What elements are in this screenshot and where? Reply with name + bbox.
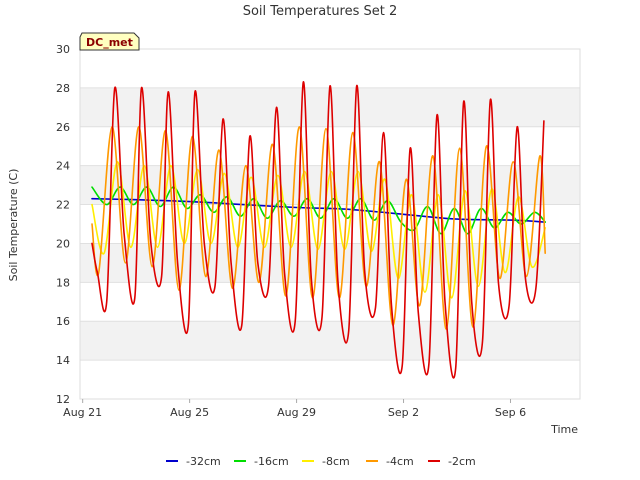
plot-band xyxy=(80,282,580,322)
x-axis-label: Time xyxy=(550,423,578,436)
chart-title: Soil Temperatures Set 2 xyxy=(243,4,398,19)
x-tick-label: Aug 29 xyxy=(277,406,316,419)
y-tick-label: 28 xyxy=(56,82,70,95)
legend-label: -32cm xyxy=(186,455,221,468)
x-tick-label: Aug 25 xyxy=(170,406,209,419)
x-tick-label: Sep 6 xyxy=(495,406,526,419)
plot-frame xyxy=(79,48,581,400)
series-line-minus-2cm xyxy=(91,81,545,379)
plot-band xyxy=(80,360,580,399)
series-line-minus-32cm xyxy=(91,197,546,223)
station-badge-box xyxy=(79,32,140,51)
y-tick-label: 16 xyxy=(56,315,70,328)
y-axis-label: Soil Temperature (C) xyxy=(7,169,20,282)
plot-band xyxy=(80,87,580,127)
x-tick-label: Aug 21 xyxy=(63,406,102,419)
y-tick-label: 24 xyxy=(56,160,70,173)
station-label: DC_met xyxy=(86,36,133,49)
y-tick-label: 14 xyxy=(56,354,70,367)
legend-label: -4cm xyxy=(386,455,414,468)
legend-label: -2cm xyxy=(448,455,476,468)
legend-label: -8cm xyxy=(322,455,350,468)
plot-band xyxy=(80,321,580,361)
y-tick-label: 18 xyxy=(56,276,70,289)
series-lines xyxy=(91,81,546,379)
y-tick-label: 30 xyxy=(56,43,70,56)
y-axis-ticks: 12 14 16 18 20 22 24 26 28 30 xyxy=(56,43,70,406)
y-tick-label: 20 xyxy=(56,237,70,250)
legend: -32cm -16cm -8cm -4cm -2cm xyxy=(166,455,476,468)
legend-label: -16cm xyxy=(254,455,289,468)
plot-background xyxy=(80,49,580,399)
x-tick-label: Sep 2 xyxy=(388,406,419,419)
plot-band xyxy=(80,49,580,88)
y-tick-label: 12 xyxy=(56,393,70,406)
y-tick-label: 26 xyxy=(56,121,70,134)
x-axis-ticks: Aug 21 Aug 25 Aug 29 Sep 2 Sep 6 xyxy=(63,399,526,419)
station-badge: DC_met xyxy=(79,32,140,51)
y-tick-label: 22 xyxy=(56,199,70,212)
